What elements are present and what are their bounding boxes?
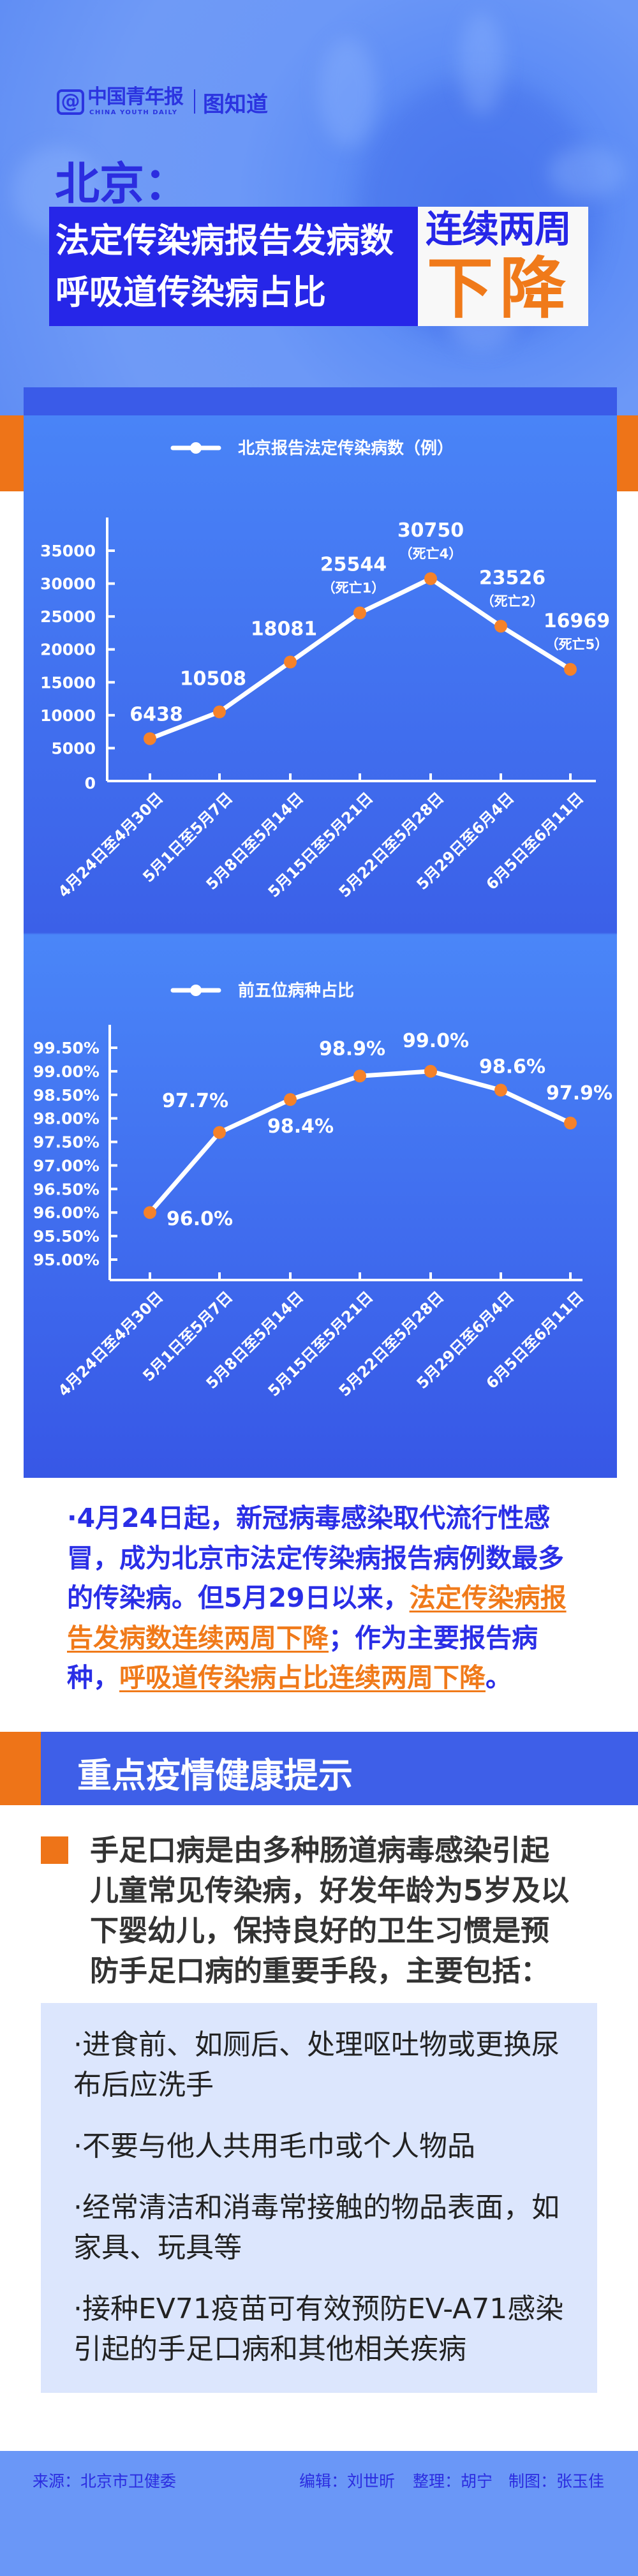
tips-intro: 手足口病是由多种肠道病毒感染引起儿童常见传染病，好发年龄为5岁及以下婴幼儿，保持… — [90, 1833, 570, 1988]
bullet-square-icon — [41, 1836, 68, 1864]
data-label: 99.0% — [403, 1030, 469, 1052]
title-block: 法定传染病报告发病数 呼吸道传染病占比 — [49, 207, 418, 326]
y-tick-label: 98.00% — [33, 1110, 100, 1128]
summary-paragraph: ·4月24日起，新冠病毒感染取代流行性感冒，成为北京市法定传染病报告病例数最多的… — [67, 1498, 584, 1698]
left-accent-bar — [0, 415, 24, 491]
y-tick-label: 99.50% — [33, 1039, 100, 1057]
y-tick-label: 96.00% — [33, 1203, 100, 1222]
data-point — [424, 572, 437, 585]
data-point — [284, 655, 297, 669]
section-accent — [0, 1732, 41, 1805]
data-point — [494, 620, 507, 633]
data-point — [144, 1206, 156, 1219]
city-heading: 北京： — [55, 158, 189, 210]
data-note: （死亡5） — [545, 637, 609, 652]
y-tick-label: 15000 — [40, 673, 96, 692]
data-point — [494, 1083, 507, 1097]
right-accent-bar — [617, 415, 638, 491]
logo-at-icon: @ — [57, 89, 84, 115]
data-label: 98.4% — [267, 1115, 334, 1138]
y-tick-label: 95.00% — [33, 1251, 100, 1269]
tip-item: ·经常清洁和消毒常接触的物品表面，如家具、玩具等 — [73, 2191, 560, 2264]
data-label: 25544 — [320, 554, 387, 576]
title-line-1: 法定传染病报告发病数 — [56, 221, 394, 260]
y-tick-label: 0 — [85, 774, 96, 793]
data-point — [353, 1069, 366, 1083]
data-label: 97.9% — [546, 1082, 612, 1105]
summary-text: ；作为主要报告病种， — [67, 1622, 538, 1694]
data-label: 18081 — [251, 618, 317, 641]
y-tick-label: 20000 — [40, 641, 96, 659]
data-label: 23526 — [479, 567, 545, 589]
data-label: 30750 — [397, 519, 464, 542]
data-note: （死亡4） — [399, 546, 463, 562]
y-tick-label: 97.50% — [33, 1133, 100, 1152]
section-header — [41, 1732, 638, 1805]
y-tick-label: 98.50% — [33, 1086, 100, 1105]
footer-designer: 制图：张玉佳 — [508, 2472, 605, 2490]
data-label: 98.9% — [319, 1038, 385, 1060]
y-tick-label: 35000 — [40, 542, 96, 560]
summary-highlight-2: 呼吸道传染病占比连续两周下降 — [119, 1662, 486, 1693]
logo-english: CHINA YOUTH DAILY — [89, 109, 178, 116]
data-label: 10508 — [180, 668, 246, 690]
data-label: 97.7% — [162, 1090, 228, 1112]
chart-reported-cases: 北京报告法定传染病数（例） 0 5000 10000 15000 20000 25000 30… — [40, 438, 610, 901]
y-tick-label: 30000 — [40, 575, 96, 593]
y-tick-label: 97.00% — [33, 1156, 100, 1175]
footer: 来源：北京市卫健委 编辑：刘世昕 整理：胡宁 制图：张玉佳 — [0, 2451, 638, 2576]
summary-highlight-1: 法定传染病报告发病数连续两周下降 — [67, 1582, 567, 1653]
data-point — [213, 1126, 226, 1139]
y-tick-label: 5000 — [51, 739, 96, 757]
badge-top: 连续两周 — [426, 207, 572, 251]
data-point — [424, 1064, 437, 1078]
footer-source: 来源：北京市卫健委 — [33, 2472, 177, 2490]
legend-label: 前五位病种占比 — [238, 981, 354, 1001]
badge-bottom: 下降 — [427, 249, 573, 327]
charts-panel — [24, 387, 617, 1478]
tip-item: ·不要与他人共用毛巾或个人物品 — [73, 2130, 475, 2163]
data-note: （死亡1） — [322, 581, 385, 596]
footer-arranger: 整理：胡宁 — [413, 2472, 493, 2490]
summary-text: ·4月24日起，新冠病毒感染取代流行性感冒，成为北京市法定传染病报告病例数最多的… — [67, 1503, 564, 1613]
legend-dot-icon — [190, 442, 202, 454]
column-name: 图知道 — [203, 92, 268, 117]
data-label: 6438 — [130, 704, 183, 726]
footer-editor: 编辑：刘世昕 — [299, 2472, 396, 2490]
data-label: 96.0% — [167, 1208, 233, 1230]
y-tick-label: 95.50% — [33, 1227, 100, 1246]
logo-divider — [194, 89, 195, 114]
y-tick-label: 10000 — [40, 706, 96, 725]
chart-top5-share: 前五位病种占比 95.00% 95.50% 96.00% 96.50% 97.00% 97.… — [33, 981, 612, 1400]
data-point — [284, 1093, 297, 1106]
title-line-2: 呼吸道传染病占比 — [56, 273, 326, 312]
summary-text: 。 — [486, 1662, 512, 1693]
title-badge: 连续两周 下降 — [418, 207, 588, 326]
y-tick-label: 25000 — [40, 607, 96, 626]
data-point — [564, 1117, 577, 1130]
legend-label: 北京报告法定传染病数（例） — [238, 438, 454, 458]
tips-box: ·进食前、如厕后、处理呕吐物或更换尿布后应洗手 ·不要与他人共用毛巾或个人物品 … — [41, 2003, 597, 2393]
data-point — [564, 662, 577, 676]
y-tick-label: 99.00% — [33, 1062, 100, 1081]
data-label: 98.6% — [479, 1055, 545, 1078]
y-tick-label: 96.50% — [33, 1180, 100, 1198]
tip-item: ·接种EV71疫苗可有效预防EV-A71感染引起的手足口病和其他相关疾病 — [73, 2293, 564, 2365]
data-point — [213, 705, 226, 718]
legend-dot-icon — [190, 985, 202, 996]
data-label: 16969 — [544, 610, 610, 632]
section-title: 重点疫情健康提示 — [77, 1755, 353, 1796]
tip-item: ·进食前、如厕后、处理呕吐物或更换尿布后应洗手 — [73, 2029, 560, 2101]
logo-name: 中国青年报 — [87, 86, 184, 108]
data-point — [144, 732, 156, 745]
data-note: （死亡2） — [481, 593, 544, 609]
data-point — [353, 606, 366, 620]
